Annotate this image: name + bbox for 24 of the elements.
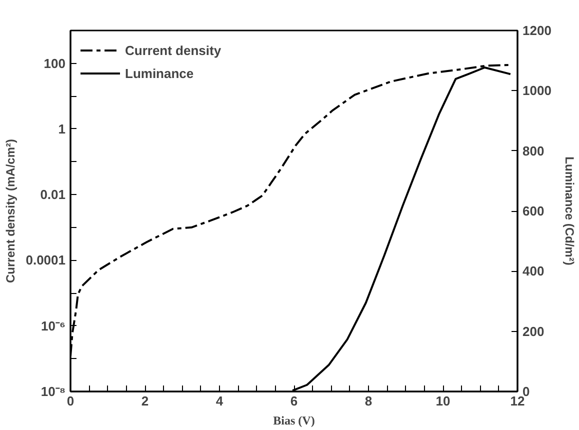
x-axis-title: Bias (V): [273, 414, 315, 428]
y2-tick-label: 0: [522, 384, 530, 399]
y2-tick-label: 800: [522, 143, 544, 158]
y-tick-label: 10⁻⁶: [41, 318, 66, 334]
y2-tick-label: 400: [522, 264, 544, 279]
y-tick-label: 0.01: [40, 187, 66, 202]
y-tick-label: 1: [58, 121, 66, 136]
x-tick-label: 8: [364, 394, 372, 408]
y-tick-label: 100: [44, 56, 66, 71]
y2-tick-label: 200: [522, 324, 544, 339]
x-tick-label: 0: [66, 394, 74, 408]
y2-tick-label: 1000: [522, 83, 552, 98]
y-axis-title: Current density (mA/cm²): [4, 138, 18, 284]
x-tick-label: 4: [216, 394, 224, 408]
y-tick-label: 10⁻⁸: [40, 384, 66, 399]
y2-tick-label: 1200: [522, 23, 552, 38]
x-tick-label: 2: [141, 394, 149, 408]
y2-tick-label: 600: [522, 204, 544, 218]
y2-axis-title: Luminance (Cd/m²): [562, 156, 576, 266]
x-tick-label: 10: [436, 394, 450, 408]
x-tick-label: 6: [290, 394, 298, 408]
legend-label: Current density: [125, 42, 222, 58]
y-tick-label: 0.0001: [26, 252, 66, 268]
legend-label: Luminance: [125, 66, 194, 80]
